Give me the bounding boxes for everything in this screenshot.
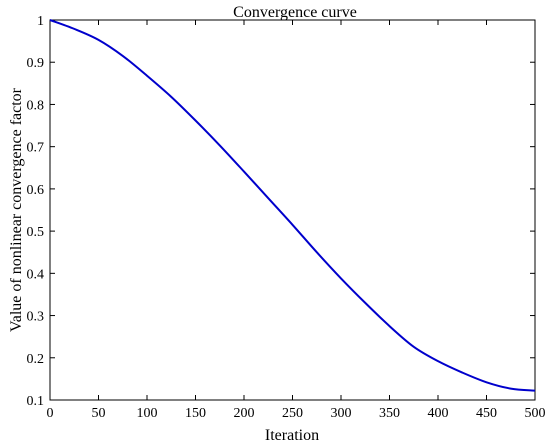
y-tick-label: 0.1 [27,394,45,409]
x-tick-label: 50 [92,406,106,421]
chart-title: Convergence curve [233,4,357,21]
y-tick-label: 0.4 [27,267,45,282]
series-line [49,19,536,392]
y-tick-label: 0.8 [27,98,45,113]
y-tick-label: 0.9 [27,56,45,71]
y-tick-label: 1 [37,14,44,29]
y-axis-label: Value of nonlinear convergence factor [8,87,25,332]
y-tick-label: 0.7 [27,141,45,156]
x-tick-label: 200 [234,406,255,421]
x-tick-label: 150 [185,406,206,421]
series-layer [49,19,536,392]
y-tick-label: 0.3 [27,310,45,325]
x-tick-label: 300 [331,406,352,421]
x-tick-label: 400 [428,406,449,421]
x-tick-label: 350 [379,406,400,421]
y-tick-label: 0.5 [27,225,45,240]
x-tick-label: 250 [282,406,303,421]
x-tick-label: 100 [137,406,158,421]
plot-frame [49,19,536,401]
x-tick-label: 500 [525,406,546,421]
x-tick-label: 450 [476,406,497,421]
x-tick-label: 0 [47,406,54,421]
x-axis-label: Iteration [265,427,319,444]
ticks-layer: 0 50 100 150 200 250 300 350 400 450 500 0.1 0.2 0.3 0… [27,14,546,421]
y-tick-label: 0.2 [27,352,45,367]
y-tick-label: 0.6 [27,183,45,198]
